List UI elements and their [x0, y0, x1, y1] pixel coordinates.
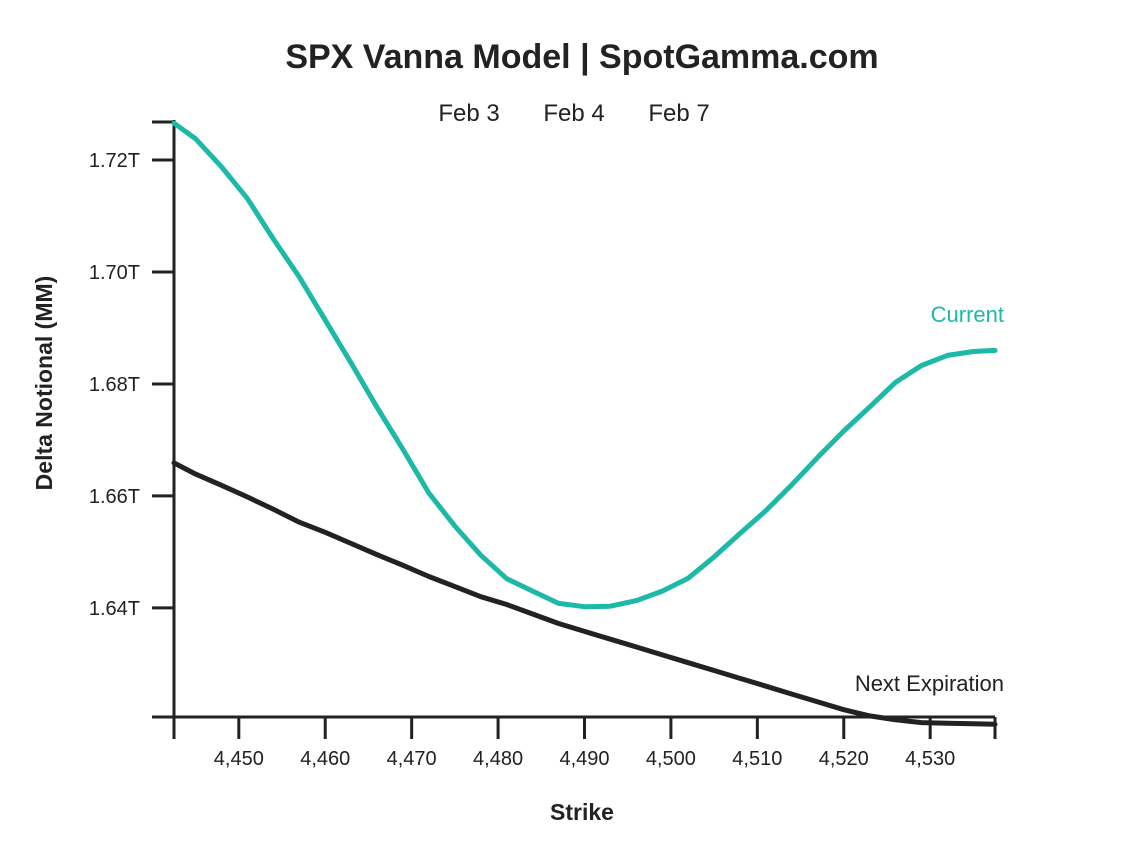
- axes-layer: 1.64T 1.66T 1.68T 1.70T 1.72T 4,450 4,460 4,470…: [89, 120, 997, 770]
- x-tick-label: 4,460: [300, 748, 350, 770]
- y-tick-label: 1.70T: [89, 262, 140, 284]
- x-tick-label: 4,480: [473, 748, 523, 770]
- series-line-current: [171, 120, 998, 610]
- header-label-feb-7: Feb 7: [648, 100, 709, 127]
- series-label-current: Current: [931, 302, 1004, 327]
- x-tick-label: 4,500: [646, 748, 696, 770]
- x-tick-label: 4,470: [387, 748, 437, 770]
- x-tick-label: 4,510: [732, 748, 782, 770]
- header-label-feb-3: Feb 3: [438, 100, 499, 127]
- series-layer: [171, 120, 998, 727]
- x-axis-title: Strike: [550, 799, 614, 825]
- series-line-next-expiration: [171, 460, 998, 727]
- x-tick-label: 4,450: [214, 748, 264, 770]
- y-tick-label: 1.64T: [89, 598, 140, 620]
- y-tick-label: 1.66T: [89, 486, 140, 508]
- x-tick-label: 4,530: [905, 748, 955, 770]
- chart-title: SPX Vanna Model | SpotGamma.com: [285, 38, 878, 76]
- series-label-next-expiration: Next Expiration: [855, 671, 1004, 696]
- y-axis-title: Delta Notional (MM): [31, 276, 57, 491]
- y-tick-label: 1.72T: [89, 150, 140, 172]
- header-label-feb-4: Feb 4: [543, 100, 604, 127]
- x-tick-label: 4,520: [819, 748, 869, 770]
- x-tick-label: 4,490: [559, 748, 609, 770]
- y-tick-label: 1.68T: [89, 374, 140, 396]
